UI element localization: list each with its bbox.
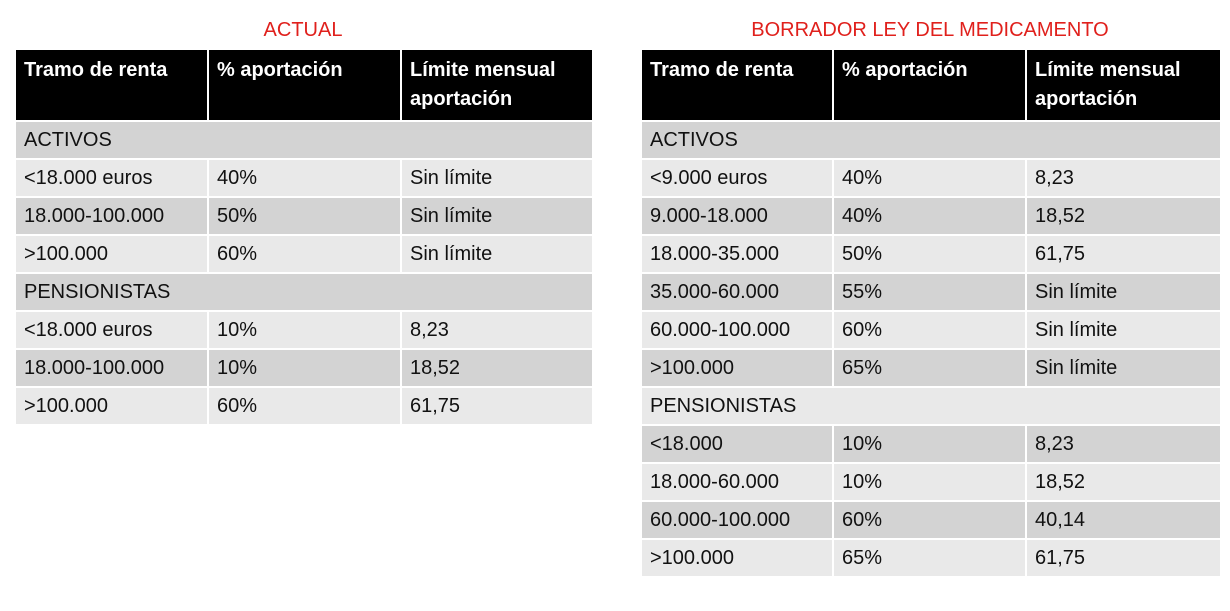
cell: <18.000 euros [14, 310, 209, 350]
table-title: BORRADOR LEY DEL MEDICAMENTO [751, 19, 1109, 41]
row: 18.000-35.000 50% 61,75 [640, 234, 1222, 274]
table: Tramo de renta% aportación Límite mensual… [640, 48, 1222, 578]
cell: Sin límite [1025, 310, 1222, 350]
cell: >100.000 [14, 234, 209, 274]
cell: 18,52 [1025, 462, 1222, 502]
header-cell: Límite mensual aportación [400, 48, 594, 122]
table-block: ACTUAL Tramo de renta% aportación Límite m… [14, 14, 594, 426]
section-cell: PENSIONISTAS [14, 272, 594, 312]
cell: 8,23 [400, 310, 594, 350]
row: >100.000 65% Sin límite [640, 348, 1222, 388]
row: >100.000 65% 61,75 [640, 538, 1222, 578]
row: 18.000-100.000 50% Sin límite [14, 196, 594, 236]
row: >100.000 60% 61,75 [14, 386, 594, 426]
header-cell: Tramo de renta [640, 48, 834, 122]
cell: 61,75 [400, 386, 594, 426]
section-row: ACTIVOS [640, 120, 1222, 160]
cell: 65% [832, 538, 1027, 578]
cell: 8,23 [1025, 424, 1222, 464]
cell: 10% [832, 424, 1027, 464]
row: 35.000-60.000 55% Sin límite [640, 272, 1222, 312]
cell: 60% [207, 386, 402, 426]
cell: Sin límite [400, 196, 594, 236]
cell: 40,14 [1025, 500, 1222, 540]
section-row: ACTIVOS [14, 120, 594, 160]
cell: 18.000-100.000 [14, 196, 209, 236]
cell: >100.000 [14, 386, 209, 426]
section-cell: ACTIVOS [640, 120, 1222, 160]
row: 60.000-100.000 60% Sin límite [640, 310, 1222, 350]
cell: 40% [832, 158, 1027, 198]
row: 9.000-18.000 40% 18,52 [640, 196, 1222, 236]
row: <18.000 euros 10% 8,23 [14, 310, 594, 350]
cell: 8,23 [1025, 158, 1222, 198]
table: Tramo de renta% aportación Límite mensual… [14, 48, 594, 426]
table-title: ACTUAL [263, 19, 343, 41]
cell: 60% [207, 234, 402, 274]
cell: Sin límite [1025, 272, 1222, 312]
header-cell: % aportación [832, 48, 1027, 122]
table-block: BORRADOR LEY DEL MEDICAMENTO Tramo de ren… [640, 14, 1222, 578]
cell: >100.000 [640, 348, 834, 388]
row: <9.000 euros 40% 8,23 [640, 158, 1222, 198]
row: 18.000-60.000 10% 18,52 [640, 462, 1222, 502]
cell: >100.000 [640, 538, 834, 578]
row: 60.000-100.000 60% 40,14 [640, 500, 1222, 540]
header-cell: Límite mensual aportación [1025, 48, 1222, 122]
cell: 35.000-60.000 [640, 272, 834, 312]
cell: 50% [832, 234, 1027, 274]
cell: 18.000-100.000 [14, 348, 209, 388]
cell: 60% [832, 500, 1027, 540]
cell: <18.000 euros [14, 158, 209, 198]
cell: 18,52 [1025, 196, 1222, 236]
section-row: PENSIONISTAS [640, 386, 1222, 426]
header-cell: % aportación [207, 48, 402, 122]
cell: 18.000-35.000 [640, 234, 834, 274]
cell: 61,75 [1025, 234, 1222, 274]
cell: 40% [832, 196, 1027, 236]
row: <18.000 10% 8,23 [640, 424, 1222, 464]
row: <18.000 euros 40% Sin límite [14, 158, 594, 198]
cell: 9.000-18.000 [640, 196, 834, 236]
cell: <9.000 euros [640, 158, 834, 198]
row: 18.000-100.000 10% 18,52 [14, 348, 594, 388]
section-row: PENSIONISTAS [14, 272, 594, 312]
cell: 10% [207, 348, 402, 388]
header-row: Tramo de renta% aportación Límite mensual… [14, 48, 594, 122]
cell: Sin límite [400, 234, 594, 274]
row: >100.000 60% Sin límite [14, 234, 594, 274]
section-cell: PENSIONISTAS [640, 386, 1222, 426]
cell: 60.000-100.000 [640, 310, 834, 350]
cell: 10% [832, 462, 1027, 502]
cell: 55% [832, 272, 1027, 312]
cell: Sin límite [1025, 348, 1222, 388]
cell: 61,75 [1025, 538, 1222, 578]
section-cell: ACTIVOS [14, 120, 594, 160]
header-cell: Tramo de renta [14, 48, 209, 122]
cell: <18.000 [640, 424, 834, 464]
cell: 10% [207, 310, 402, 350]
cell: 50% [207, 196, 402, 236]
cell: 65% [832, 348, 1027, 388]
cell: 40% [207, 158, 402, 198]
cell: 18.000-60.000 [640, 462, 834, 502]
cell: 18,52 [400, 348, 594, 388]
cell: 60% [832, 310, 1027, 350]
header-row: Tramo de renta% aportación Límite mensual… [640, 48, 1222, 122]
cell: 60.000-100.000 [640, 500, 834, 540]
cell: Sin límite [400, 158, 594, 198]
